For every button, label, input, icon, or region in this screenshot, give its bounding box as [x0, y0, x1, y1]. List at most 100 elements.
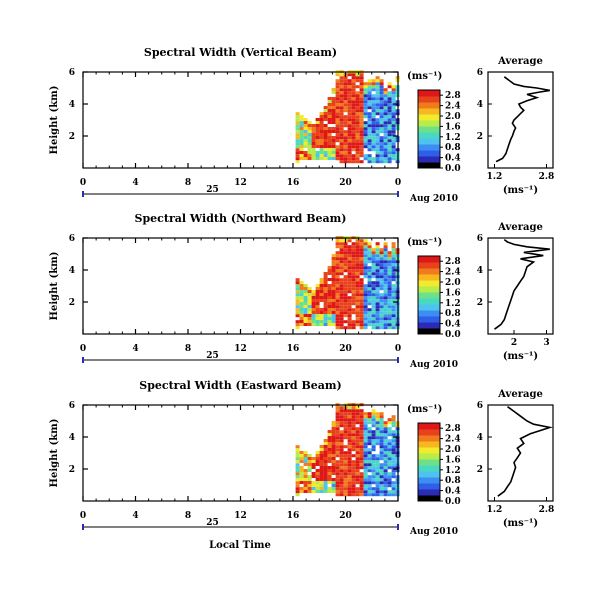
- heatmap-cell: [371, 475, 376, 479]
- heatmap-cell: [379, 136, 384, 140]
- heatmap-cell: [311, 142, 316, 145]
- heatmap-cell: [307, 490, 312, 493]
- heatmap-cell: [379, 115, 384, 119]
- colorbar-segment: [418, 102, 440, 109]
- average-y-tick-label: 6: [477, 234, 483, 244]
- heatmap-cell: [331, 287, 336, 290]
- heatmap-cell: [391, 275, 396, 279]
- heatmap-cell: [331, 115, 336, 118]
- heatmap-cell: [383, 121, 388, 125]
- heatmap-cell: [379, 124, 384, 128]
- heatmap-cell: [351, 409, 356, 413]
- heatmap-cell: [347, 478, 352, 482]
- heatmap-cell: [343, 242, 348, 246]
- heatmap-cell: [363, 314, 368, 318]
- heatmap-cell: [299, 466, 304, 469]
- average-x-tick-label: 3: [543, 338, 549, 348]
- heatmap-cell: [315, 157, 320, 160]
- heatmap-cell: [371, 130, 376, 134]
- heatmap-cell: [383, 287, 388, 291]
- heatmap-cell: [371, 275, 376, 279]
- heatmap-cell: [363, 109, 368, 113]
- heatmap-cell: [335, 281, 340, 285]
- heatmap-cell: [387, 82, 392, 86]
- day-label: 25: [206, 185, 219, 195]
- heatmap-cell: [359, 151, 364, 155]
- heatmap-cell: [351, 103, 356, 107]
- heatmap-cell: [359, 427, 364, 431]
- heatmap-cell: [327, 157, 332, 160]
- heatmap-cell: [359, 451, 364, 455]
- heatmap-cell: [331, 106, 336, 109]
- heatmap-cell: [363, 326, 368, 330]
- heatmap-cell: [351, 82, 356, 86]
- heatmap-cell: [371, 284, 376, 288]
- heatmap-cell: [391, 142, 396, 146]
- heatmap-cell: [335, 100, 340, 104]
- heatmap-cell: [331, 154, 336, 157]
- colorbar-segment: [418, 322, 440, 329]
- colorbar-frame: [417, 89, 441, 169]
- heatmap-cell: [343, 463, 348, 467]
- heatmap-cell: [367, 415, 372, 419]
- heatmap-cell: [383, 481, 388, 485]
- heatmap-cell: [375, 148, 380, 152]
- heatmap-cell: [355, 442, 360, 446]
- heatmap-cell: [307, 466, 312, 469]
- heatmap-cell: [347, 151, 352, 155]
- heatmap-cell: [355, 160, 360, 164]
- heatmap-cell: [311, 299, 316, 302]
- colorbar-tick-label: 0.4: [445, 487, 461, 497]
- heatmap-cell: [371, 269, 376, 273]
- heatmap-cell: [391, 430, 396, 434]
- average-xlabel: (ms⁻¹): [503, 518, 538, 529]
- heatmap-cell: [339, 284, 344, 288]
- heatmap-cell: [387, 124, 392, 128]
- heatmap-cell: [307, 296, 312, 299]
- heatmap-cell: [371, 430, 376, 434]
- heatmap-cell: [307, 154, 312, 157]
- heatmap-cell: [359, 487, 364, 491]
- heatmap-cell: [387, 454, 392, 458]
- heatmap-cell: [359, 278, 364, 282]
- heatmap-cell: [359, 433, 364, 437]
- heatmap-cell: [359, 76, 364, 80]
- heatmap-cell: [387, 145, 392, 149]
- heatmap-cell: [351, 287, 356, 291]
- heatmap-cell: [371, 308, 376, 312]
- heatmap-cell: [363, 91, 368, 95]
- heatmap-cell: [367, 136, 372, 140]
- heatmap-cell: [335, 251, 340, 255]
- heatmap-cell: [343, 130, 348, 134]
- average-frame: [487, 404, 554, 502]
- heatmap-cell: [379, 287, 384, 291]
- heatmap-cell: [299, 124, 304, 127]
- heatmap-cell: [303, 481, 308, 484]
- heatmap-cell: [339, 160, 344, 164]
- heatmap-cell: [387, 278, 392, 282]
- heatmap-cell: [355, 415, 360, 419]
- heatmap-cell: [371, 490, 376, 494]
- heatmap-cell: [375, 481, 380, 485]
- heatmap-cell: [339, 88, 344, 92]
- heatmap-cell: [347, 412, 352, 416]
- heatmap-cell: [379, 421, 384, 425]
- heatmap-cell: [339, 142, 344, 146]
- heatmap-cell: [343, 305, 348, 309]
- heatmap-cell: [339, 106, 344, 110]
- heatmap-cell: [355, 251, 360, 255]
- heatmap-cell: [331, 293, 336, 296]
- y-tick-label: 2: [69, 298, 75, 308]
- heatmap-cell: [363, 293, 368, 297]
- heatmap-cell: [335, 412, 340, 416]
- colorbar-segment: [418, 144, 440, 151]
- heatmap-cell: [383, 323, 388, 327]
- heatmap-cell: [315, 463, 320, 466]
- heatmap-cell: [339, 323, 344, 327]
- heatmap-cell: [351, 460, 356, 464]
- heatmap-cell: [323, 142, 328, 145]
- x-tick-label: 0: [395, 178, 401, 188]
- heatmap-cell: [335, 302, 340, 306]
- heatmap-cell: [347, 115, 352, 119]
- heatmap-cell: [335, 323, 340, 327]
